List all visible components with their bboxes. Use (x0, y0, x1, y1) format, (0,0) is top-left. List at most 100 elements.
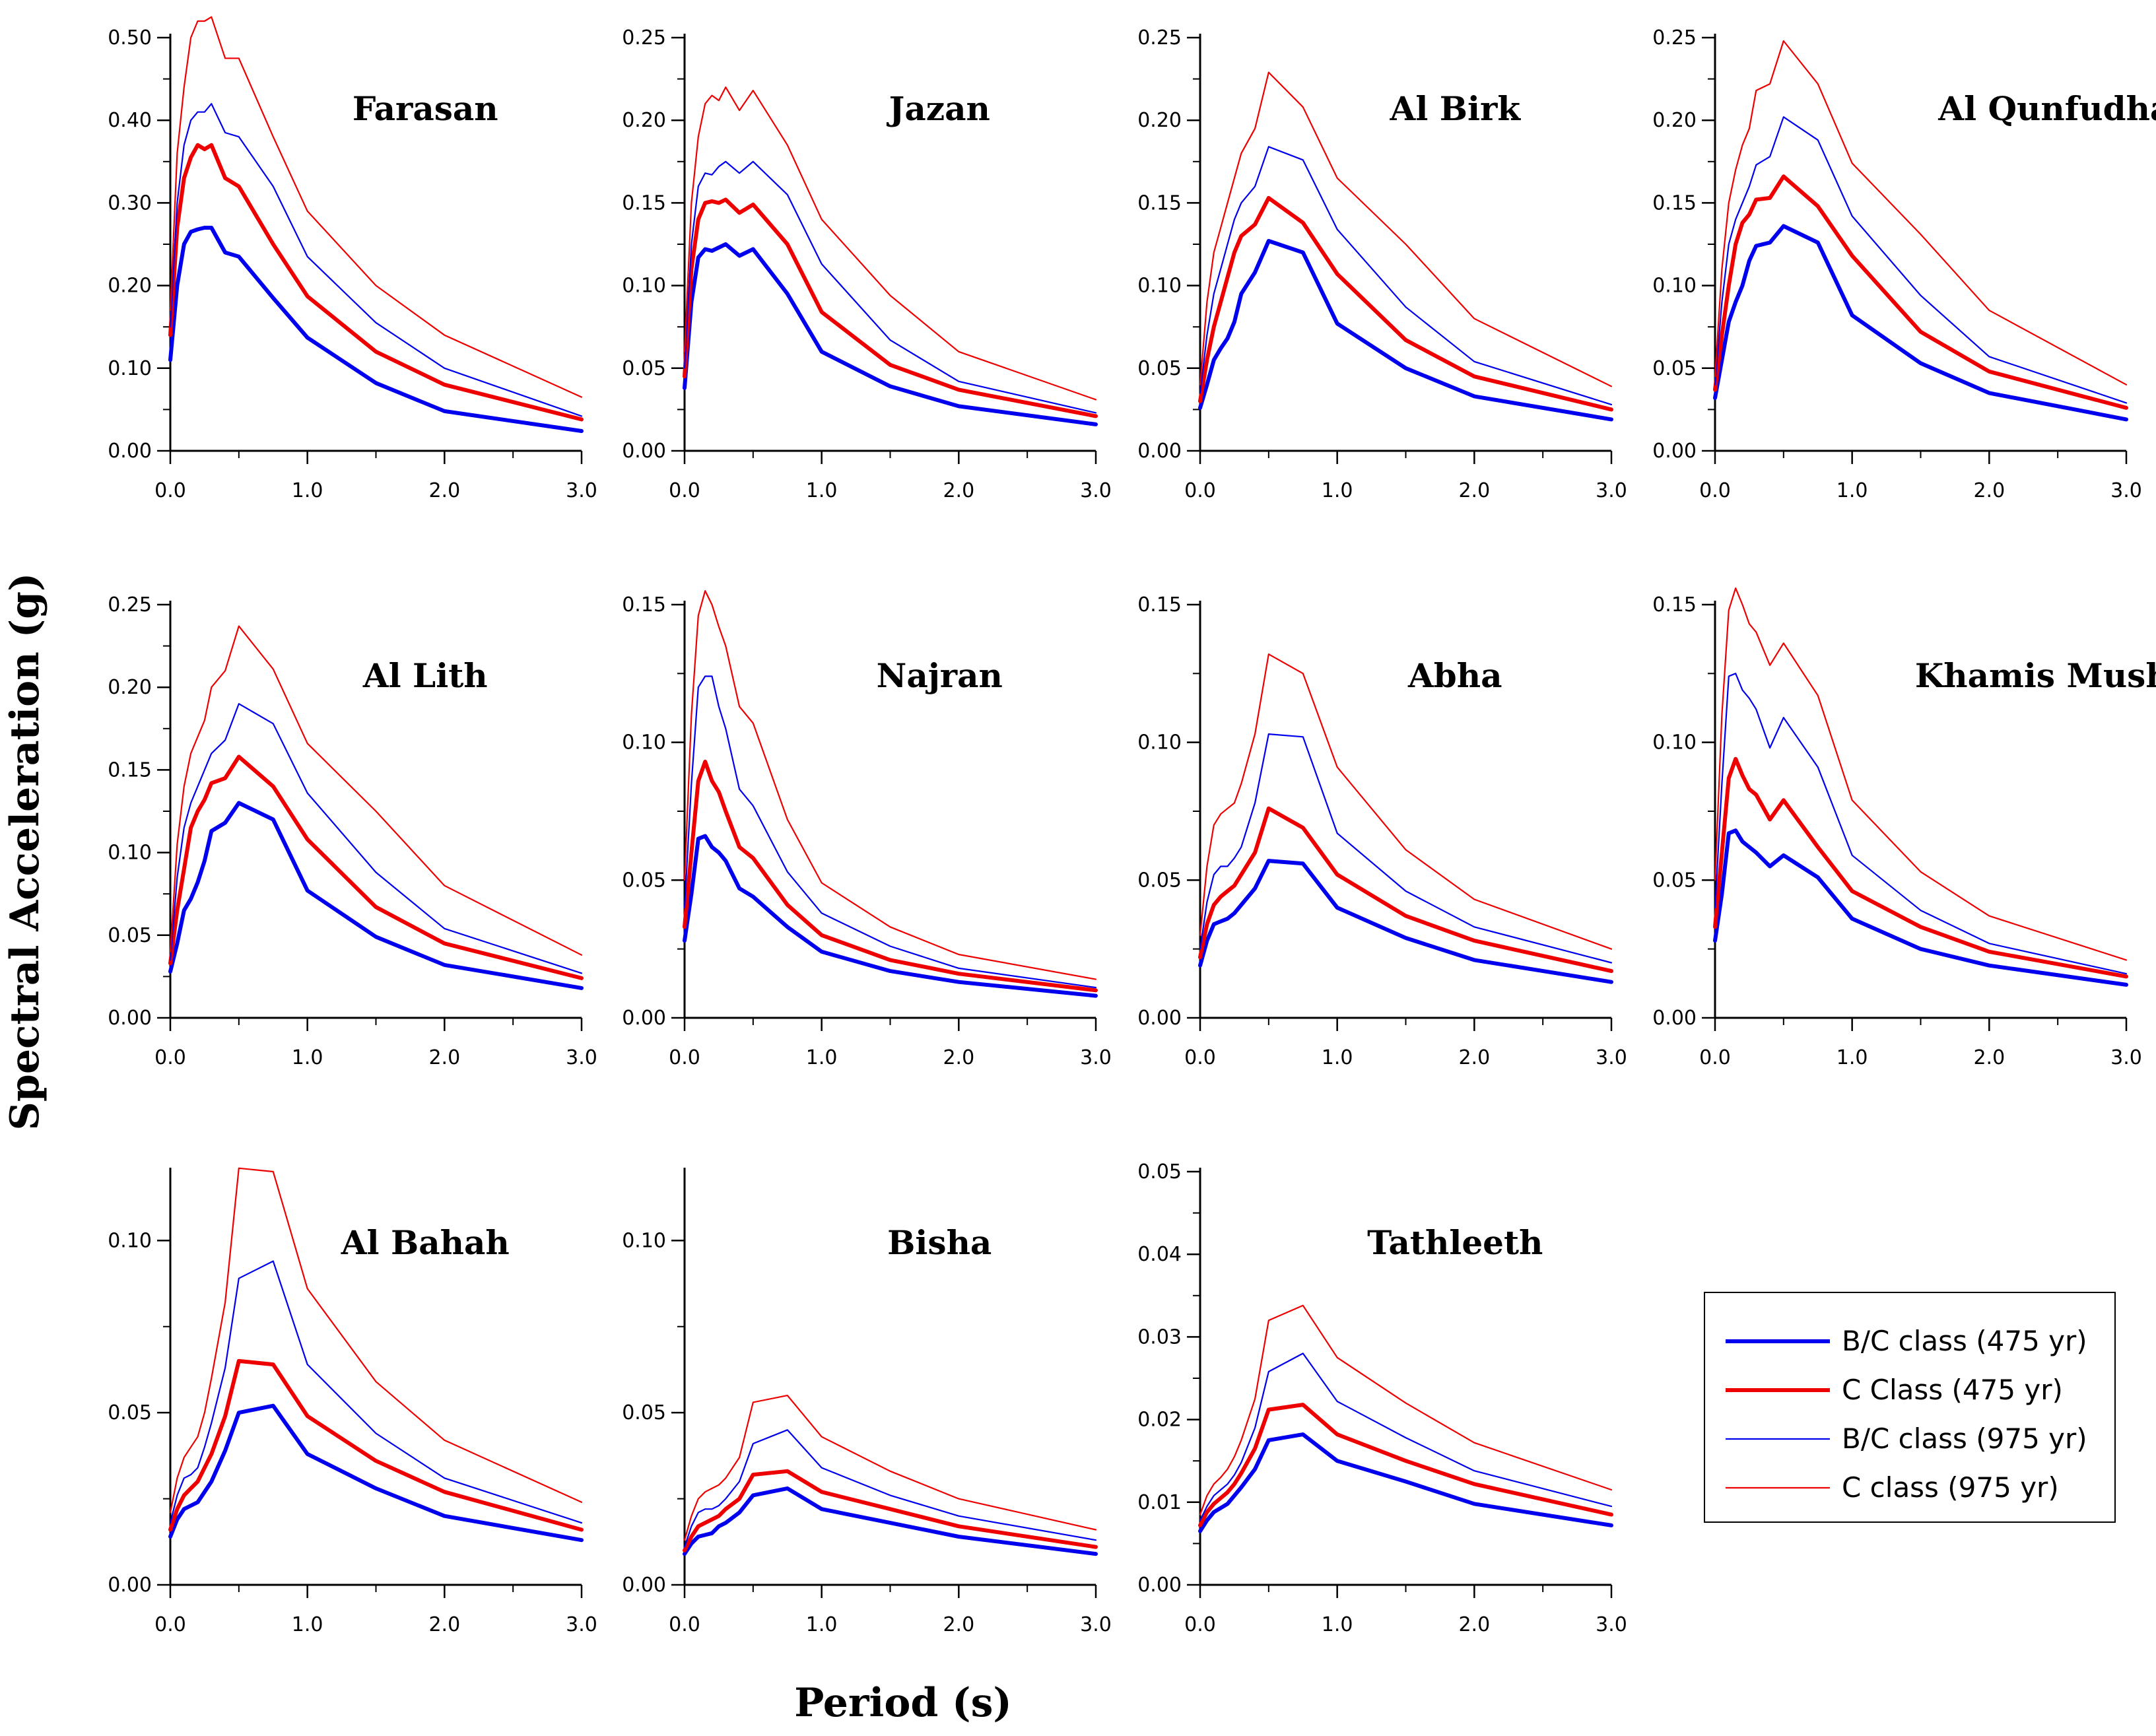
panel-title: Farasan (353, 89, 498, 128)
series-line-1 (1198, 1432, 1613, 1533)
x-tick-label: 1.0 (1836, 479, 1868, 502)
panel-farasan: 0.00 0.10 0.20 0.30 0.40 0.50 0.0 1.0 2.0 3.0 Fara… (108, 16, 597, 502)
x-tick-label: 0.0 (1184, 1046, 1216, 1069)
series-line-2 (168, 1358, 584, 1532)
y-tick-label: 0.10 (622, 731, 666, 754)
series-line-2 (683, 197, 1098, 418)
x-tick-label: 2.0 (1458, 1613, 1490, 1636)
series-line-2 (168, 754, 584, 980)
panel-tathleeth: 0.00 0.01 0.02 0.03 0.04 0.05 0.0 1.0 2.0 3.0 Tath… (1137, 1160, 1627, 1636)
y-tick-label: 0.25 (108, 593, 152, 617)
x-tick-label: 3.0 (2110, 1046, 2142, 1069)
y-tick-label: 0.01 (1137, 1491, 1182, 1514)
y-tick-label: 0.00 (1652, 440, 1697, 463)
series-line-4 (169, 16, 583, 398)
y-tick-label: 0.05 (622, 869, 666, 892)
y-tick-label: 0.25 (1652, 26, 1697, 50)
y-tick-label: 0.05 (1652, 357, 1697, 380)
y-tick-label: 0.10 (1137, 731, 1182, 754)
series-line-2 (683, 759, 1098, 993)
y-tick-label: 0.15 (1137, 191, 1182, 215)
y-tick-label: 0.03 (1137, 1325, 1182, 1349)
x-tick-label: 3.0 (566, 479, 597, 502)
x-tick-label: 3.0 (2110, 479, 2142, 502)
series-line-3 (1199, 733, 1613, 964)
panel-title: Al Lith (362, 656, 488, 695)
y-tick-label: 0.15 (1137, 593, 1182, 617)
x-tick-label: 3.0 (1080, 479, 1112, 502)
x-tick-label: 0.0 (154, 1046, 186, 1069)
y-tick-label: 0.05 (1137, 1160, 1182, 1184)
series-line-3 (683, 1429, 1097, 1548)
legend-label: B/C class (475 yr) (1842, 1325, 2087, 1357)
panel-title: Al Bahah (341, 1223, 510, 1262)
y-tick-label: 0.15 (622, 593, 666, 617)
y-tick-label: 0.05 (108, 1401, 152, 1424)
panel-al-birk: 0.00 0.05 0.10 0.15 0.20 0.25 0.0 1.0 2.0 3.0 Al B… (1137, 26, 1627, 502)
legend-label: C Class (475 yr) (1842, 1374, 2063, 1406)
series-line-1 (683, 242, 1098, 426)
legend-entry: B/C class (475 yr) (1726, 1325, 2087, 1357)
series-line-1 (1198, 239, 1613, 422)
series-line-4 (683, 589, 1097, 980)
y-tick-label: 0.15 (1652, 191, 1697, 215)
y-tick-label: 0.10 (622, 275, 666, 298)
legend: B/C class (475 yr) C Class (475 yr) B/C cl… (1704, 1292, 2116, 1523)
y-tick-label: 0.10 (1652, 731, 1697, 754)
legend-entry: B/C class (975 yr) (1726, 1422, 2087, 1455)
y-tick-label: 0.20 (622, 109, 666, 132)
x-tick-label: 1.0 (806, 1046, 838, 1069)
x-tick-label: 2.0 (1973, 479, 2005, 502)
panel-title: Al Birk (1390, 89, 1522, 128)
series-line-2 (683, 1469, 1098, 1552)
y-tick-label: 0.25 (1137, 26, 1182, 50)
y-tick-label: 0.02 (1137, 1409, 1182, 1432)
x-tick-label: 0.0 (669, 1613, 700, 1636)
x-tick-label: 2.0 (943, 1613, 974, 1636)
panels: 0.00 0.10 0.20 0.30 0.40 0.50 0.0 1.0 2.0 3.0 Fara… (108, 16, 2156, 1636)
y-tick-label: 0.25 (622, 26, 666, 50)
y-tick-label: 0.20 (108, 275, 152, 298)
y-tick-label: 0.00 (1137, 1007, 1182, 1030)
y-tick-label: 0.20 (1137, 109, 1182, 132)
series-line-4 (1714, 587, 2128, 961)
series-line-1 (683, 834, 1098, 998)
panel-khamis-mushait: 0.00 0.05 0.10 0.15 0.0 1.0 2.0 3.0 Khamis Musha… (1652, 587, 2156, 1069)
x-tick-label: 3.0 (1596, 1046, 1627, 1069)
x-tick-label: 2.0 (943, 1046, 974, 1069)
x-tick-label: 3.0 (1596, 1613, 1627, 1636)
x-tick-label: 2.0 (1973, 1046, 2005, 1069)
y-tick-label: 0.04 (1137, 1243, 1182, 1266)
panel-title: Najran (877, 656, 1003, 695)
panel-abha: 0.00 0.05 0.10 0.15 0.0 1.0 2.0 3.0 Abha (1137, 593, 1627, 1069)
series-line-3 (1199, 1352, 1613, 1521)
series-line-4 (1714, 40, 2128, 385)
panel-title: Al Qunfudhah (1937, 89, 2156, 128)
y-tick-label: 0.20 (1652, 109, 1697, 132)
x-tick-label: 2.0 (1458, 1046, 1490, 1069)
y-tick-label: 0.15 (1652, 593, 1697, 617)
series-line-3 (1714, 673, 2128, 975)
panel-title: Tathleeth (1367, 1223, 1543, 1262)
series-line-2 (168, 143, 584, 422)
y-tick-label: 0.15 (108, 758, 152, 782)
y-tick-label: 0.10 (108, 842, 152, 865)
series-line-3 (1199, 146, 1613, 406)
series-line-1 (1713, 828, 2128, 987)
x-tick-label: 3.0 (1596, 479, 1627, 502)
panel-bisha: 0.00 0.05 0.10 0.0 1.0 2.0 3.0 Bisha (622, 1168, 1112, 1636)
x-tick-label: 1.0 (292, 1613, 323, 1636)
panel-title: Khamis Mushait (1915, 656, 2156, 695)
legend-frame (1704, 1292, 2116, 1523)
series-line-1 (1198, 859, 1613, 984)
y-tick-label: 0.00 (622, 1574, 666, 1597)
series-line-4 (169, 1167, 583, 1514)
series-line-4 (169, 625, 583, 956)
y-tick-label: 0.50 (108, 26, 152, 50)
x-tick-label: 0.0 (1184, 1613, 1216, 1636)
panel-najran: 0.00 0.05 0.10 0.15 0.0 1.0 2.0 3.0 Najran (622, 589, 1112, 1069)
x-tick-label: 1.0 (806, 1613, 838, 1636)
x-tick-label: 0.0 (1699, 1046, 1731, 1069)
x-tick-label: 2.0 (1458, 479, 1490, 502)
